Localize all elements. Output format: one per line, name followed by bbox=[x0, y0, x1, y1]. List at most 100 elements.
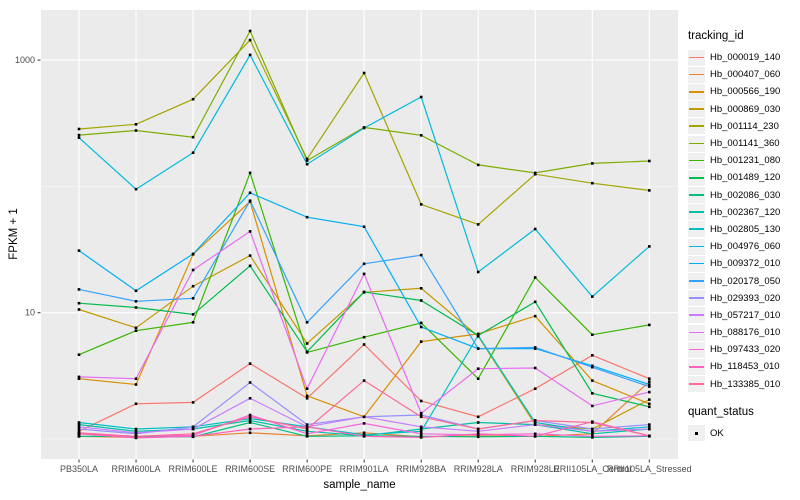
data-point bbox=[362, 435, 366, 438]
legend-item-Hb_009372_010: Hb_009372_010 bbox=[688, 255, 800, 272]
quant-status-legend: quant_status OK bbox=[688, 406, 800, 442]
data-point bbox=[591, 295, 594, 298]
data-point bbox=[248, 431, 252, 435]
series-color-key bbox=[688, 290, 705, 307]
series-line-swatch bbox=[689, 383, 704, 385]
series-line-swatch bbox=[689, 262, 704, 265]
x-tick-label: RRIM600LA bbox=[112, 464, 161, 474]
data-point bbox=[533, 276, 537, 279]
legend-title-tracking-id: tracking_id bbox=[688, 30, 744, 42]
data-point bbox=[191, 425, 195, 429]
data-point bbox=[648, 390, 651, 394]
legend-item-label: Hb_001489_120 bbox=[710, 172, 781, 184]
data-point bbox=[476, 430, 480, 433]
data-point bbox=[248, 191, 252, 195]
x-tick-label: RRII105LA_Control bbox=[553, 464, 631, 474]
series-line-swatch bbox=[689, 73, 704, 76]
data-point bbox=[248, 254, 252, 257]
data-point bbox=[305, 427, 309, 431]
data-point bbox=[476, 415, 480, 419]
legend-item-label: Hb_097433_020 bbox=[710, 344, 781, 356]
data-point bbox=[305, 159, 309, 162]
series-line-swatch bbox=[689, 365, 704, 368]
data-point bbox=[419, 427, 423, 431]
legend-item-label: Hb_002367_120 bbox=[710, 206, 781, 218]
series-line-swatch bbox=[689, 176, 704, 179]
legend-item-label: Hb_000407_060 bbox=[710, 69, 781, 81]
legend-item-Hb_097433_020: Hb_097433_020 bbox=[688, 341, 800, 358]
series-line-swatch bbox=[689, 297, 704, 299]
series-color-key bbox=[688, 255, 705, 272]
legend-item-label: Hb_002086_030 bbox=[710, 189, 781, 201]
data-point bbox=[248, 29, 252, 33]
series-color-key bbox=[688, 118, 705, 135]
data-point bbox=[77, 423, 81, 426]
data-point bbox=[362, 272, 366, 276]
legend-item-label: Hb_000869_030 bbox=[710, 103, 781, 115]
data-point bbox=[476, 270, 480, 274]
data-point bbox=[248, 419, 252, 422]
legend-items: Hb_000019_140 Hb_000407_060 Hb_000566_190 H… bbox=[688, 49, 800, 393]
data-point bbox=[476, 432, 480, 436]
data-point bbox=[533, 314, 537, 318]
data-point bbox=[591, 432, 594, 436]
legend-item-Hb_004976_060: Hb_004976_060 bbox=[688, 238, 800, 255]
data-point bbox=[533, 423, 537, 426]
data-point bbox=[362, 290, 366, 294]
data-point bbox=[362, 379, 366, 382]
data-point bbox=[419, 436, 423, 439]
series-line-swatch bbox=[689, 228, 704, 231]
data-point bbox=[533, 227, 537, 231]
legend-item-Hb_133385_010: Hb_133385_010 bbox=[688, 376, 800, 393]
data-point bbox=[362, 343, 366, 346]
legend-item-Hb_000869_030: Hb_000869_030 bbox=[688, 101, 800, 118]
data-point bbox=[134, 329, 138, 332]
legend-item-Hb_029393_020: Hb_029393_020 bbox=[688, 290, 800, 307]
series-color-key bbox=[688, 273, 705, 290]
data-point bbox=[648, 189, 651, 192]
legend-item-Hb_001489_120: Hb_001489_120 bbox=[688, 169, 800, 186]
data-point bbox=[476, 347, 480, 350]
data-point bbox=[134, 435, 138, 438]
data-point bbox=[77, 431, 81, 435]
data-point bbox=[248, 415, 252, 419]
legend-item-Hb_057217_010: Hb_057217_010 bbox=[688, 307, 800, 324]
x-tick-label: RRIM928LA bbox=[454, 464, 503, 474]
data-point bbox=[134, 377, 138, 380]
data-point bbox=[362, 422, 366, 425]
data-point bbox=[419, 340, 423, 343]
data-point bbox=[648, 434, 651, 438]
data-point bbox=[419, 430, 423, 433]
series-color-key bbox=[688, 152, 705, 169]
legend-item-label: Hb_133385_010 bbox=[710, 378, 781, 390]
series-line-swatch bbox=[689, 56, 704, 59]
y-axis-title: FPKM + 1 bbox=[8, 208, 20, 260]
data-point bbox=[591, 421, 594, 424]
data-point bbox=[419, 134, 423, 137]
legend-item-Hb_000566_190: Hb_000566_190 bbox=[688, 83, 800, 100]
data-point bbox=[305, 397, 309, 400]
data-point bbox=[134, 187, 138, 191]
data-point bbox=[134, 431, 138, 435]
legend-item-label: Hb_001114_230 bbox=[710, 120, 779, 132]
data-point bbox=[648, 159, 651, 163]
data-point bbox=[305, 425, 309, 429]
series-color-key bbox=[688, 221, 705, 238]
data-point bbox=[362, 415, 366, 419]
data-point bbox=[191, 151, 195, 154]
data-point bbox=[591, 404, 594, 408]
data-point bbox=[305, 157, 309, 161]
data-point bbox=[362, 431, 366, 435]
data-point bbox=[248, 427, 252, 431]
data-point bbox=[77, 136, 81, 139]
data-point bbox=[305, 215, 309, 219]
series-color-key bbox=[688, 169, 705, 186]
data-point bbox=[648, 423, 651, 426]
series-color-key bbox=[688, 49, 705, 66]
data-point bbox=[305, 430, 309, 433]
legend-item-label: Hb_000566_190 bbox=[710, 86, 781, 98]
data-point bbox=[362, 126, 366, 130]
data-point bbox=[648, 427, 651, 431]
data-point bbox=[248, 38, 252, 42]
